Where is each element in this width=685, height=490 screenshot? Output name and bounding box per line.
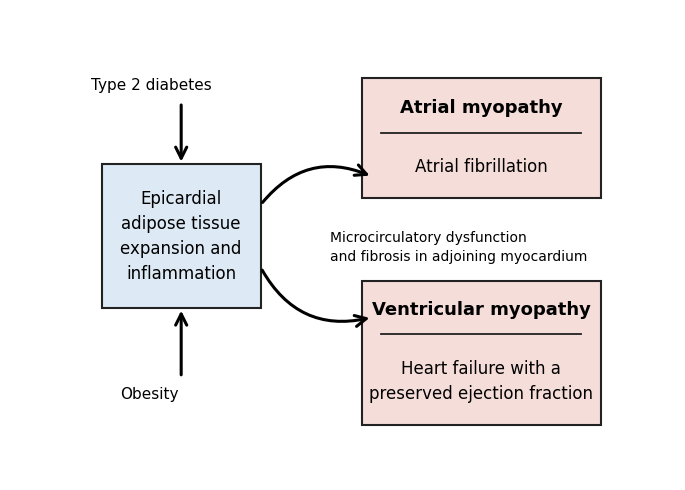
Text: Obesity: Obesity	[120, 387, 179, 402]
Text: Type 2 diabetes: Type 2 diabetes	[91, 78, 212, 93]
Text: Epicardial
adipose tissue
expansion and
inflammation: Epicardial adipose tissue expansion and …	[121, 190, 242, 283]
Text: Microcirculatory dysfunction
and fibrosis in adjoining myocardium: Microcirculatory dysfunction and fibrosi…	[329, 231, 587, 264]
Text: Atrial fibrillation: Atrial fibrillation	[414, 158, 547, 176]
Text: Ventricular myopathy: Ventricular myopathy	[372, 301, 590, 319]
Text: Heart failure with a
preserved ejection fraction: Heart failure with a preserved ejection …	[369, 360, 593, 403]
FancyBboxPatch shape	[362, 77, 601, 198]
Text: Atrial myopathy: Atrial myopathy	[400, 99, 562, 117]
FancyBboxPatch shape	[362, 281, 601, 425]
FancyBboxPatch shape	[101, 165, 261, 308]
